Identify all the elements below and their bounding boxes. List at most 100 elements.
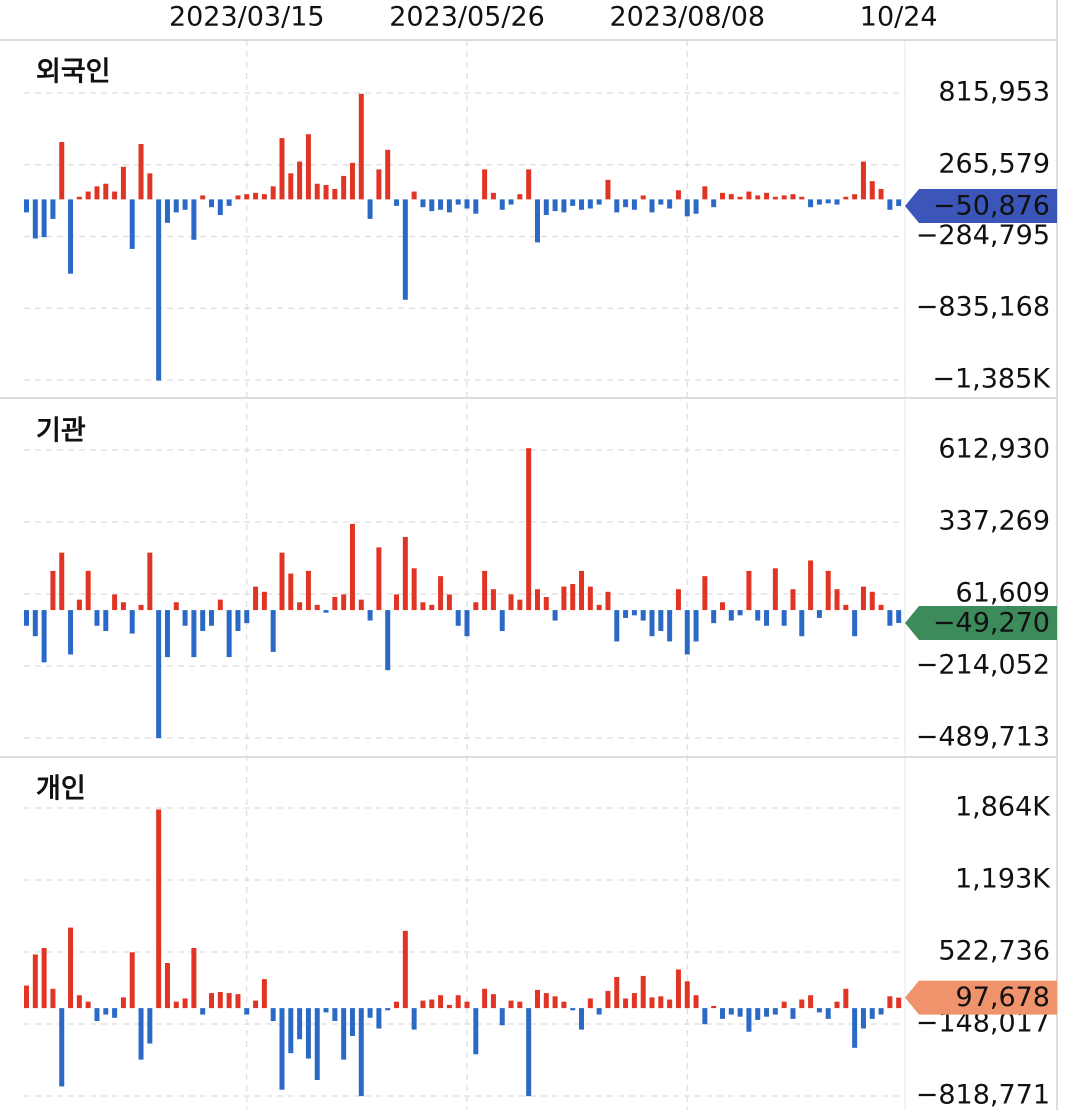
current-value-label: −50,876	[933, 191, 1050, 222]
bar	[852, 1008, 858, 1048]
bar	[402, 930, 408, 1009]
bar	[279, 1008, 285, 1090]
bar	[349, 1008, 355, 1037]
bar	[499, 1008, 505, 1026]
bar	[561, 586, 567, 611]
bar	[120, 166, 126, 200]
bar	[297, 161, 303, 200]
bar	[658, 610, 664, 631]
bar	[85, 1001, 91, 1009]
bar	[76, 995, 82, 1009]
bar	[24, 985, 29, 1009]
bar	[164, 963, 170, 1009]
bar	[358, 93, 364, 200]
bar	[473, 1008, 479, 1055]
bar	[50, 570, 56, 611]
bar	[385, 149, 391, 200]
bar	[631, 199, 637, 210]
y-tick-label: −835,168	[916, 292, 1050, 323]
bar	[517, 194, 523, 200]
bar	[305, 1008, 311, 1059]
bar	[552, 199, 558, 212]
bar	[728, 194, 734, 200]
bar	[253, 586, 259, 611]
bar	[640, 610, 646, 621]
bar	[156, 809, 162, 1009]
bar	[799, 196, 805, 200]
bar	[332, 188, 338, 200]
bar	[68, 927, 74, 1009]
bar	[217, 199, 223, 216]
bar	[755, 195, 761, 200]
bar	[878, 604, 884, 611]
bar	[534, 589, 540, 611]
bar	[878, 1008, 884, 1015]
bar	[508, 199, 514, 205]
bar	[244, 194, 250, 200]
bar	[279, 552, 285, 611]
bar	[825, 570, 831, 611]
bar	[887, 199, 893, 210]
y-tick-label: −214,052	[916, 649, 1050, 680]
bar	[94, 1008, 100, 1021]
y-tick-label: 522,736	[938, 935, 1050, 966]
bar	[402, 536, 408, 611]
bar	[649, 997, 655, 1009]
bar	[32, 199, 38, 239]
bar	[693, 199, 699, 214]
bar	[112, 191, 118, 200]
bar	[640, 975, 646, 1009]
bar	[623, 199, 629, 208]
bar	[438, 576, 444, 611]
bar	[112, 1008, 118, 1018]
bar	[191, 199, 197, 240]
bar	[596, 199, 602, 205]
bar	[464, 1001, 470, 1009]
bar	[517, 1001, 523, 1009]
bar	[623, 998, 629, 1009]
y-tick-label: 612,930	[938, 434, 1050, 465]
bar	[235, 610, 241, 631]
bar	[534, 989, 540, 1009]
bar	[420, 199, 426, 208]
bar	[869, 591, 875, 611]
bar	[76, 196, 82, 200]
bar	[825, 1008, 831, 1019]
bar	[226, 610, 232, 658]
bar	[667, 999, 673, 1009]
bar	[420, 1000, 426, 1009]
bar	[834, 1001, 840, 1009]
x-tick-label: 2023/05/26	[389, 2, 545, 33]
bar	[526, 448, 532, 611]
bar	[534, 199, 540, 243]
bar	[253, 192, 259, 200]
bar	[764, 610, 770, 626]
bar	[103, 610, 109, 631]
bar	[755, 610, 761, 621]
bar	[68, 610, 74, 655]
bar	[261, 591, 267, 611]
bar	[112, 594, 118, 611]
current-value-badge	[905, 189, 1057, 224]
y-tick-label: 265,579	[938, 148, 1050, 179]
bar	[473, 199, 479, 214]
bar	[446, 594, 452, 611]
bar	[164, 199, 170, 223]
bar	[464, 610, 470, 637]
bar	[816, 1008, 822, 1013]
bar	[394, 199, 400, 206]
bar	[402, 199, 408, 300]
bar	[438, 199, 444, 210]
bar	[385, 1008, 391, 1011]
bar	[314, 604, 320, 611]
bar	[24, 610, 29, 626]
bar	[129, 952, 135, 1009]
bar	[367, 199, 373, 219]
bar	[878, 188, 884, 200]
bar	[358, 1008, 364, 1097]
bar	[200, 1008, 206, 1015]
bar	[711, 1005, 717, 1009]
bar	[781, 1001, 787, 1009]
bar	[59, 552, 65, 611]
bar	[896, 610, 902, 623]
